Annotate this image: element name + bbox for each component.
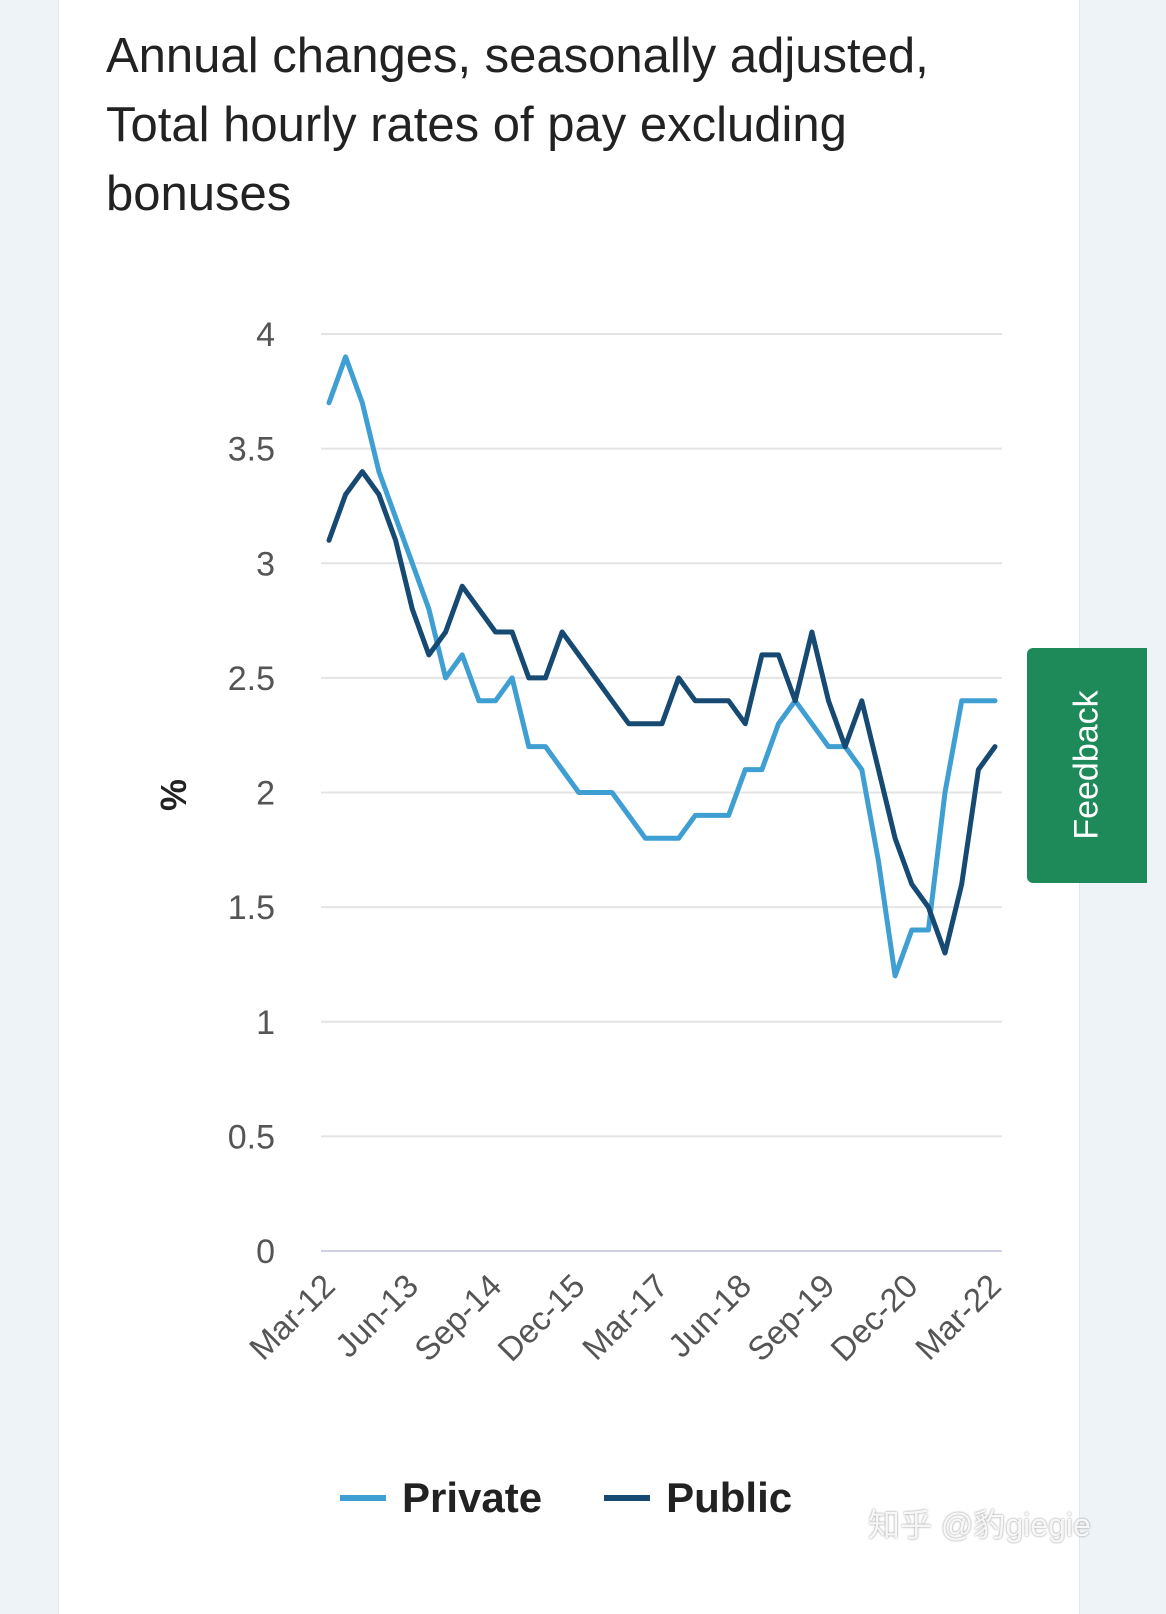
x-tick-label: Dec-15 [490,1267,591,1368]
feedback-label: Feedback [1067,690,1106,840]
watermark: 知乎 @豹giegie [868,1507,1091,1543]
y-tick-label: 0 [256,1233,275,1271]
series-line-public [326,469,998,956]
chart-title: Annual changes, seasonally adjusted, Tot… [106,29,929,221]
legend-swatch-private [340,1495,386,1501]
y-axis-label: % [153,779,194,811]
x-tick-label: Mar-12 [242,1267,342,1367]
legend: Private Public [340,1474,854,1522]
x-tick-label: Dec-20 [823,1267,924,1368]
legend-item-public[interactable]: Public [604,1474,792,1522]
chart-card [58,0,1080,1614]
x-tick-label: Sep-19 [740,1267,841,1368]
y-tick-label: 2 [256,775,275,813]
x-tick-label: Sep-14 [407,1267,508,1368]
x-tick-label: Jun-18 [661,1267,759,1365]
feedback-button[interactable]: Feedback [1027,648,1147,883]
y-tick-label: 1 [256,1004,275,1042]
x-tick-label: Mar-22 [908,1267,1008,1367]
line-chart: 00.511.522.533.54%Mar-12Jun-13Sep-14Dec-… [153,316,1008,1368]
y-tick-label: 2.5 [228,660,275,698]
legend-item-private[interactable]: Private [340,1474,542,1522]
x-tick-label: Mar-17 [575,1267,675,1367]
y-tick-label: 1.5 [228,889,275,927]
legend-label-private: Private [402,1474,543,1521]
legend-swatch-public [604,1495,651,1501]
y-tick-label: 3.5 [228,431,275,469]
legend-label-public: Public [666,1474,793,1521]
y-tick-label: 0.5 [228,1118,275,1156]
series-line-private [326,354,998,979]
y-tick-label: 4 [256,316,275,354]
x-tick-label: Jun-13 [328,1267,426,1365]
y-tick-label: 3 [256,545,275,583]
